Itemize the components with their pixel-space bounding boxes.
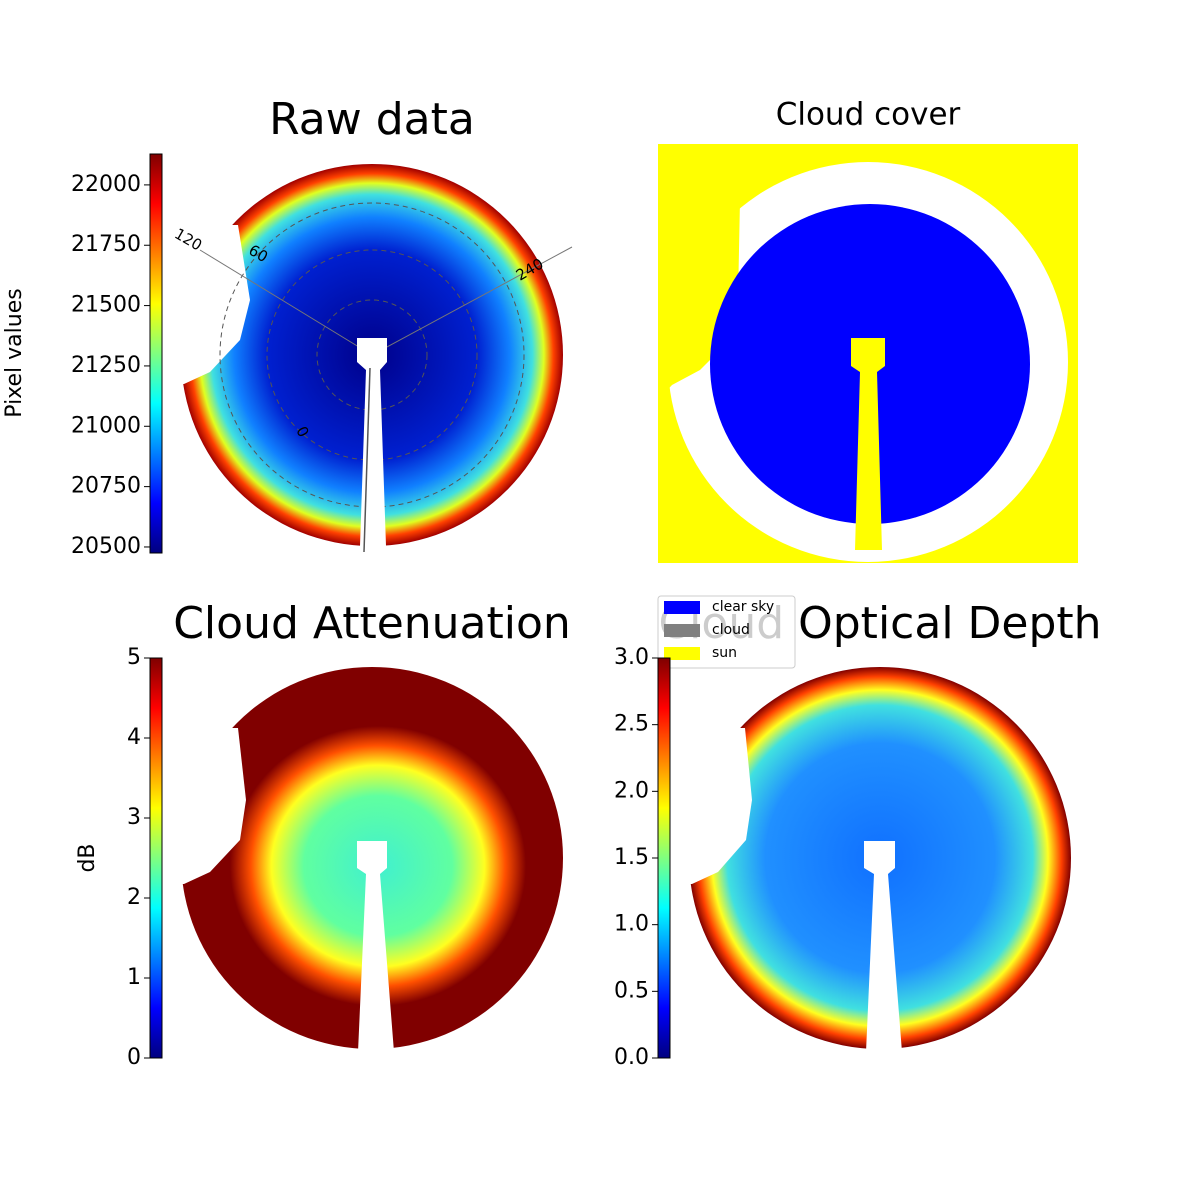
tick-label: 4 (127, 725, 141, 750)
tick-label: 0.5 (614, 978, 649, 1003)
tick-label: 2.5 (614, 712, 649, 737)
tick-label: 21500 (71, 293, 141, 318)
tick-label: 20750 (71, 474, 141, 499)
legend-swatch (664, 647, 700, 660)
tick-label: 0 (127, 1045, 141, 1070)
optical-depth-image (683, 667, 1071, 1052)
colorbar (657, 657, 671, 1059)
tick-label: 1.0 (614, 912, 649, 937)
raw-image (175, 164, 573, 553)
attenuation-image (175, 667, 563, 1052)
tick-label: 1.5 (614, 845, 649, 870)
colorbar-label: dB (75, 843, 100, 872)
legend-swatch (664, 601, 700, 614)
tick-label: 22000 (71, 172, 141, 197)
tick-label: 20500 (71, 534, 141, 559)
tick-label: 2 (127, 885, 141, 910)
tick-label: 5 (127, 645, 141, 670)
tick-label: 21000 (71, 413, 141, 438)
panel-title: Cloud Attenuation (173, 598, 571, 649)
tick-label: 0.0 (614, 1045, 649, 1070)
colorbar (149, 657, 163, 1059)
tick-label: 2.0 (614, 778, 649, 803)
legend-label: cloud (712, 622, 750, 638)
tick-label: 3.0 (614, 645, 649, 670)
colorbar-label: Pixel values (2, 288, 27, 417)
tick-label: 3 (127, 805, 141, 830)
legend-swatch (664, 624, 700, 637)
panel-title: Raw data (269, 94, 475, 145)
legend: clear sky cloud sun (657, 595, 796, 669)
tick-label: 21250 (71, 353, 141, 378)
tick-label: 21750 (71, 232, 141, 257)
legend-label: sun (712, 645, 737, 661)
panel-title: Cloud cover (776, 97, 961, 133)
legend-label: clear sky (712, 599, 774, 615)
tick-label: 1 (127, 965, 141, 990)
colorbar (149, 153, 163, 554)
cloud-cover-image (658, 144, 1078, 563)
